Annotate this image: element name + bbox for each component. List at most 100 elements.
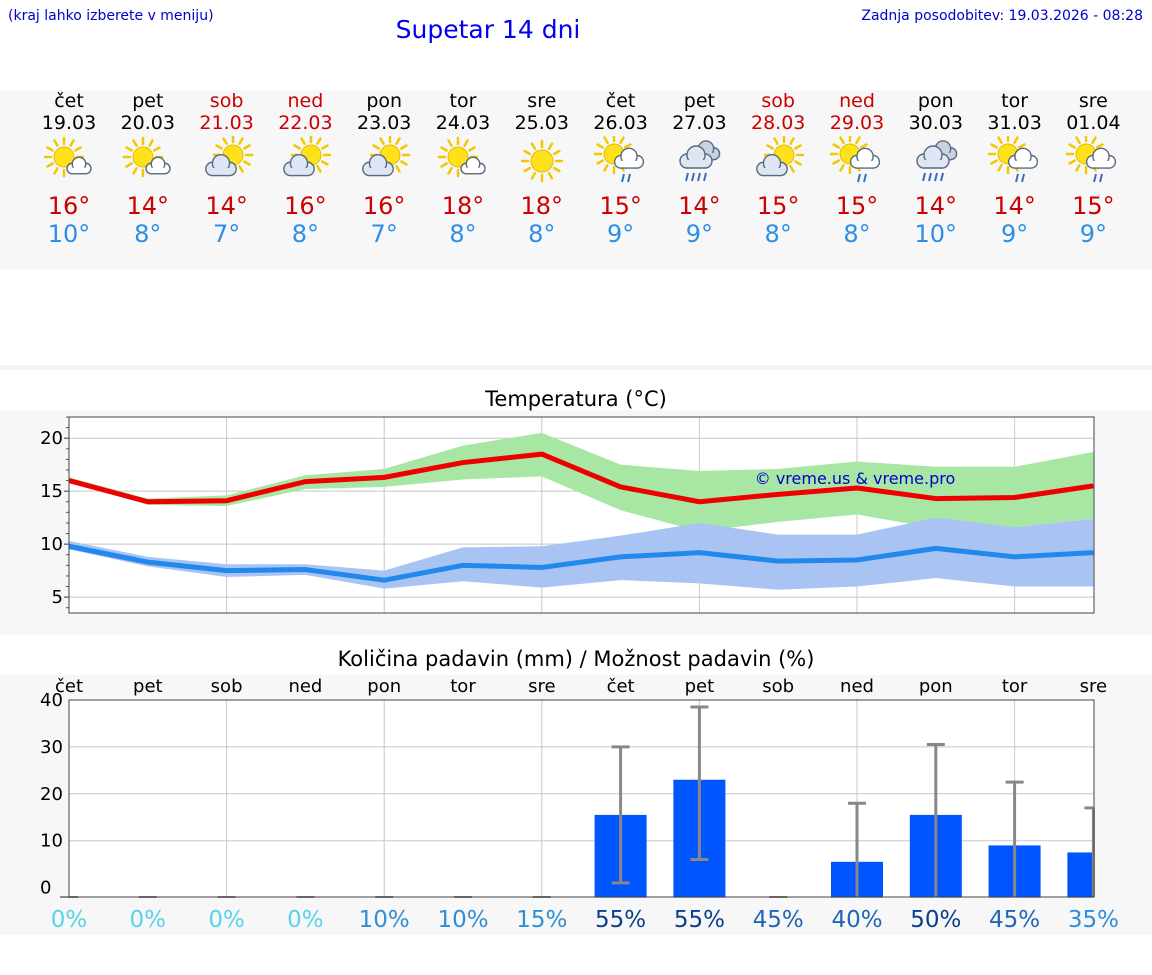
temp-max: 15° — [835, 192, 879, 220]
day-label: pet — [133, 676, 163, 697]
cloud-shape — [460, 156, 486, 175]
day-name: tor — [1001, 90, 1029, 112]
sun-ray — [1068, 159, 1077, 165]
sun-ray — [1091, 136, 1098, 144]
plot-frame — [68, 416, 1095, 614]
cloud-base — [856, 160, 874, 169]
sun-ray — [395, 137, 401, 145]
temp-max: 15° — [1072, 192, 1115, 220]
forecast-day: sob 21.03 14° 7° — [187, 90, 267, 248]
forecast-day: pon 23.03 16° 7° — [344, 90, 424, 248]
precip-probability: 35% — [1068, 907, 1119, 933]
sun-rain-icon — [829, 136, 881, 183]
y-tick-label: 15 — [40, 481, 63, 502]
forecast-day: ned 22.03 16° 8° — [265, 90, 345, 248]
sun-disc — [447, 146, 469, 168]
sun-ray — [996, 136, 1003, 144]
sun-ray — [552, 166, 561, 173]
day-date: 31.03 — [987, 112, 1042, 134]
day-date: 30.03 — [908, 112, 963, 134]
cloud-shape — [362, 153, 395, 177]
sun-ray — [321, 160, 330, 166]
sun-ray — [125, 162, 133, 168]
cloud-shape — [1086, 147, 1117, 169]
sun-ray — [1068, 143, 1077, 149]
sun-ray — [839, 136, 845, 144]
y-tick-label: 40 — [40, 690, 63, 711]
max-temp-range-band — [69, 432, 1094, 532]
sun-ray — [237, 137, 244, 145]
sun-ray — [839, 164, 845, 172]
sun-ray — [242, 144, 251, 150]
rain-drop — [1093, 173, 1098, 183]
rain-drop — [933, 172, 938, 182]
day-date: 21.03 — [199, 112, 254, 134]
temp-max: 16° — [47, 192, 91, 220]
sun-ray — [221, 137, 228, 145]
forecast-day: čet 26.03 15° 9° — [581, 90, 661, 248]
sun-ray — [53, 167, 59, 175]
sun-rain-icon — [987, 136, 1038, 183]
y-tick-label: 5 — [52, 587, 63, 608]
cloud-shape — [145, 156, 171, 175]
y-tick-label: 10 — [40, 831, 63, 852]
forecast-day: čet 19.03 16° 10° — [29, 90, 109, 248]
sun-ray — [989, 159, 998, 165]
sun-ray — [1075, 164, 1082, 172]
day-date: 23.03 — [356, 112, 412, 134]
precip-probability: 10% — [437, 907, 488, 933]
cloud-shape — [756, 153, 789, 177]
sun-ray — [523, 149, 531, 156]
precip-probability: 0% — [287, 907, 324, 933]
rain-drop — [921, 172, 926, 182]
rain-drops — [1093, 173, 1104, 183]
temp-max: 16° — [284, 192, 327, 220]
forecast-day: ned 29.03 15° 8° — [817, 90, 897, 248]
sun-shape — [520, 139, 564, 183]
rain-drop — [685, 172, 690, 182]
sun-ray — [1017, 143, 1026, 149]
cloud-shape — [66, 156, 92, 175]
sun-ray — [372, 144, 381, 150]
cloud-sun-icon — [283, 136, 332, 177]
temp-max: 15° — [756, 192, 800, 220]
forecast-day: pet 20.03 14° 8° — [108, 90, 188, 248]
rain-drop — [620, 173, 625, 183]
day-date: 28.03 — [750, 112, 806, 134]
temp-max: 14° — [126, 192, 170, 220]
day-date: 20.03 — [120, 112, 175, 134]
sun-shape — [43, 136, 85, 178]
min-temp-line — [68, 543, 1094, 583]
day-label: sob — [211, 676, 243, 697]
cloud-shape — [679, 145, 714, 169]
sun-ray — [530, 142, 537, 151]
day-date: 22.03 — [278, 112, 333, 134]
rain-drop — [626, 173, 631, 183]
y-tick-label: 10 — [40, 534, 63, 555]
y-tick-label: 0 — [40, 878, 51, 899]
cloud-base — [763, 167, 781, 176]
temp-max: 18° — [520, 192, 564, 220]
temp-min: 8° — [843, 220, 871, 248]
temp-max: 15° — [599, 192, 642, 220]
menu-hint: (kraj lahko izberete v meniju) — [8, 8, 214, 24]
temp-min: 7° — [212, 220, 241, 248]
sun-disc — [132, 146, 154, 168]
rain-drop — [691, 172, 696, 182]
precip-probability: 0% — [51, 907, 88, 933]
sun-ray — [69, 139, 75, 147]
sun-ray — [794, 144, 802, 150]
sun-ray — [74, 146, 82, 152]
sun-ray — [395, 165, 401, 173]
precip-probability: 55% — [674, 907, 725, 933]
cloud-shape — [204, 153, 237, 177]
precip-probability: 45% — [989, 907, 1040, 933]
sun-ray — [148, 139, 154, 147]
rain-drop — [1014, 173, 1019, 183]
day-label: čet — [55, 676, 83, 697]
day-date: 01.04 — [1066, 112, 1121, 134]
rain-drops — [1014, 173, 1025, 183]
sun-ray — [214, 144, 223, 150]
sun-ray — [789, 165, 795, 173]
